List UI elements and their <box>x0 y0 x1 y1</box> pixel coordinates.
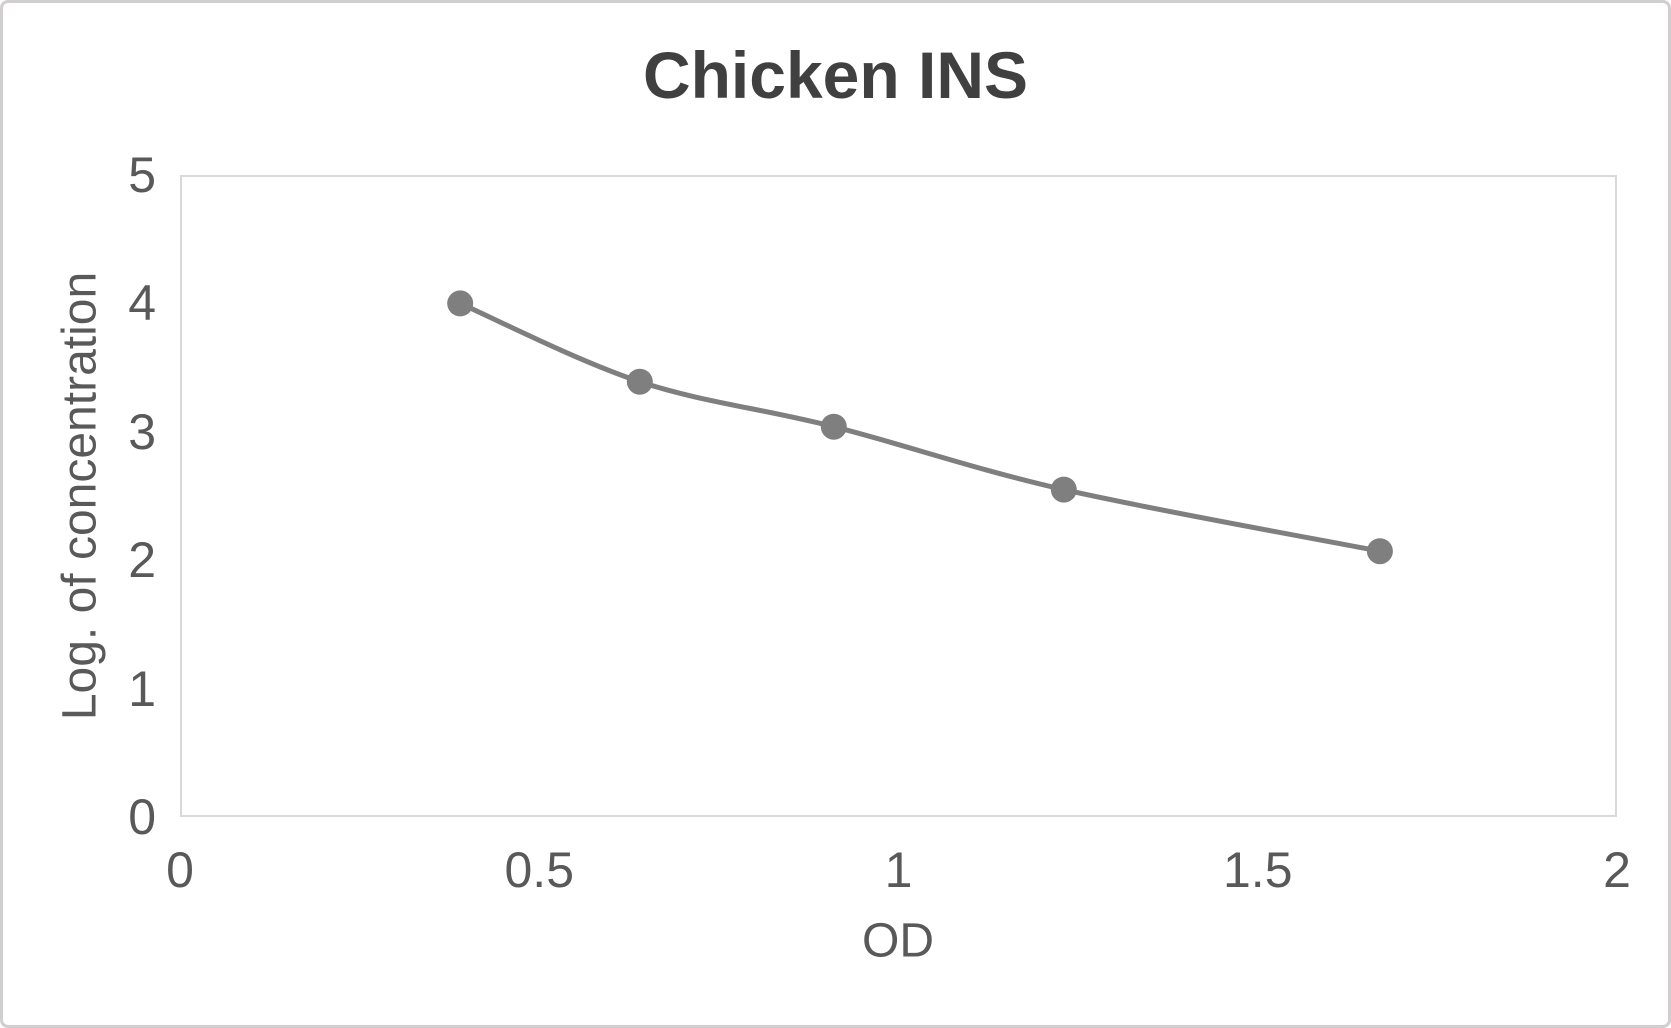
y-tick-label: 5 <box>128 147 156 203</box>
x-tick-label: 2 <box>1603 842 1631 898</box>
y-axis-title: Log. of concentration <box>53 271 107 721</box>
data-point-marker <box>626 368 653 395</box>
y-tick-label: 3 <box>128 403 156 460</box>
y-tick-label: 1 <box>128 660 156 717</box>
data-point-marker <box>447 290 474 317</box>
x-tick-label: 0 <box>166 842 194 898</box>
x-tick-label: 0.5 <box>504 842 575 898</box>
y-tick-label: 2 <box>128 532 156 589</box>
data-point-marker <box>820 413 847 440</box>
x-tick-label: 1.5 <box>1222 842 1293 898</box>
y-tick-label: 0 <box>128 789 156 845</box>
x-tick-label: 1 <box>884 842 913 898</box>
series-line <box>459 301 1381 554</box>
y-tick-label: 4 <box>128 275 156 332</box>
plot-border <box>180 175 1617 817</box>
plot-area <box>180 175 1617 817</box>
data-point-marker <box>1366 538 1393 565</box>
x-axis-title: OD <box>862 914 934 968</box>
data-point-marker <box>1050 476 1077 503</box>
chart-title: Chicken INS <box>642 38 1029 112</box>
